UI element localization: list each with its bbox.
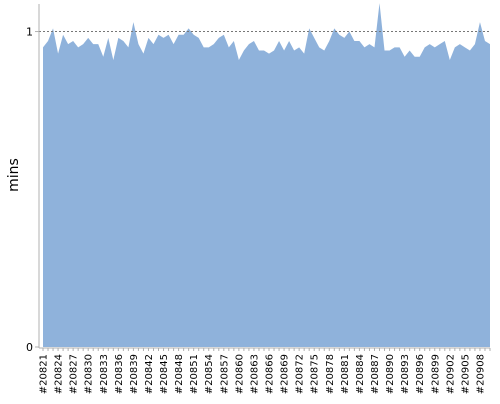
x-tick-label: #20836	[114, 354, 125, 394]
x-tick-label: #20908	[475, 354, 486, 394]
y-tick-label: 0	[26, 341, 33, 354]
x-tick-label: #20863	[249, 354, 260, 394]
x-tick-label: #20875	[310, 354, 321, 394]
y-tick-group: 01	[26, 26, 39, 354]
x-tick-label: #20839	[129, 354, 140, 394]
x-tick-label: #20854	[204, 354, 215, 394]
x-tick-label: #20842	[144, 354, 155, 394]
x-tick-label: #20830	[84, 354, 95, 394]
x-tick-label: #20878	[325, 354, 336, 394]
x-tick-label: #20896	[415, 354, 426, 394]
x-tick-label: #20890	[385, 354, 396, 394]
y-tick-label: 1	[26, 26, 33, 39]
x-tick-group: #20821 #20824 #20827 #20830 #20833 #20836 #208…	[39, 348, 491, 394]
x-tick-label: #20824	[54, 354, 65, 394]
x-tick-label: #20899	[430, 354, 441, 394]
x-tick-label: #20887	[370, 354, 381, 394]
x-tick-label: #20845	[159, 354, 170, 394]
x-tick-label: #20905	[460, 354, 471, 394]
x-tick-label: #20857	[219, 354, 230, 394]
series-area	[43, 3, 490, 348]
x-tick-label: #20851	[189, 354, 200, 394]
x-tick-label: #20860	[234, 354, 245, 394]
x-tick-label: #20827	[69, 354, 80, 394]
x-tick-label: #20833	[99, 354, 110, 394]
y-axis-title: mins	[6, 158, 22, 192]
area-layer	[43, 3, 490, 348]
x-tick-label: #20872	[295, 354, 306, 394]
x-tick-label: #20821	[39, 354, 50, 394]
x-tick-label: #20881	[340, 354, 351, 394]
x-tick-label: #20884	[355, 354, 366, 394]
x-tick-label: #20902	[445, 354, 456, 394]
x-tick-label: #20848	[174, 354, 185, 394]
x-tick-label: #20869	[280, 354, 291, 394]
x-tick-label: #20866	[265, 354, 276, 394]
x-tick-label: #20893	[400, 354, 411, 394]
